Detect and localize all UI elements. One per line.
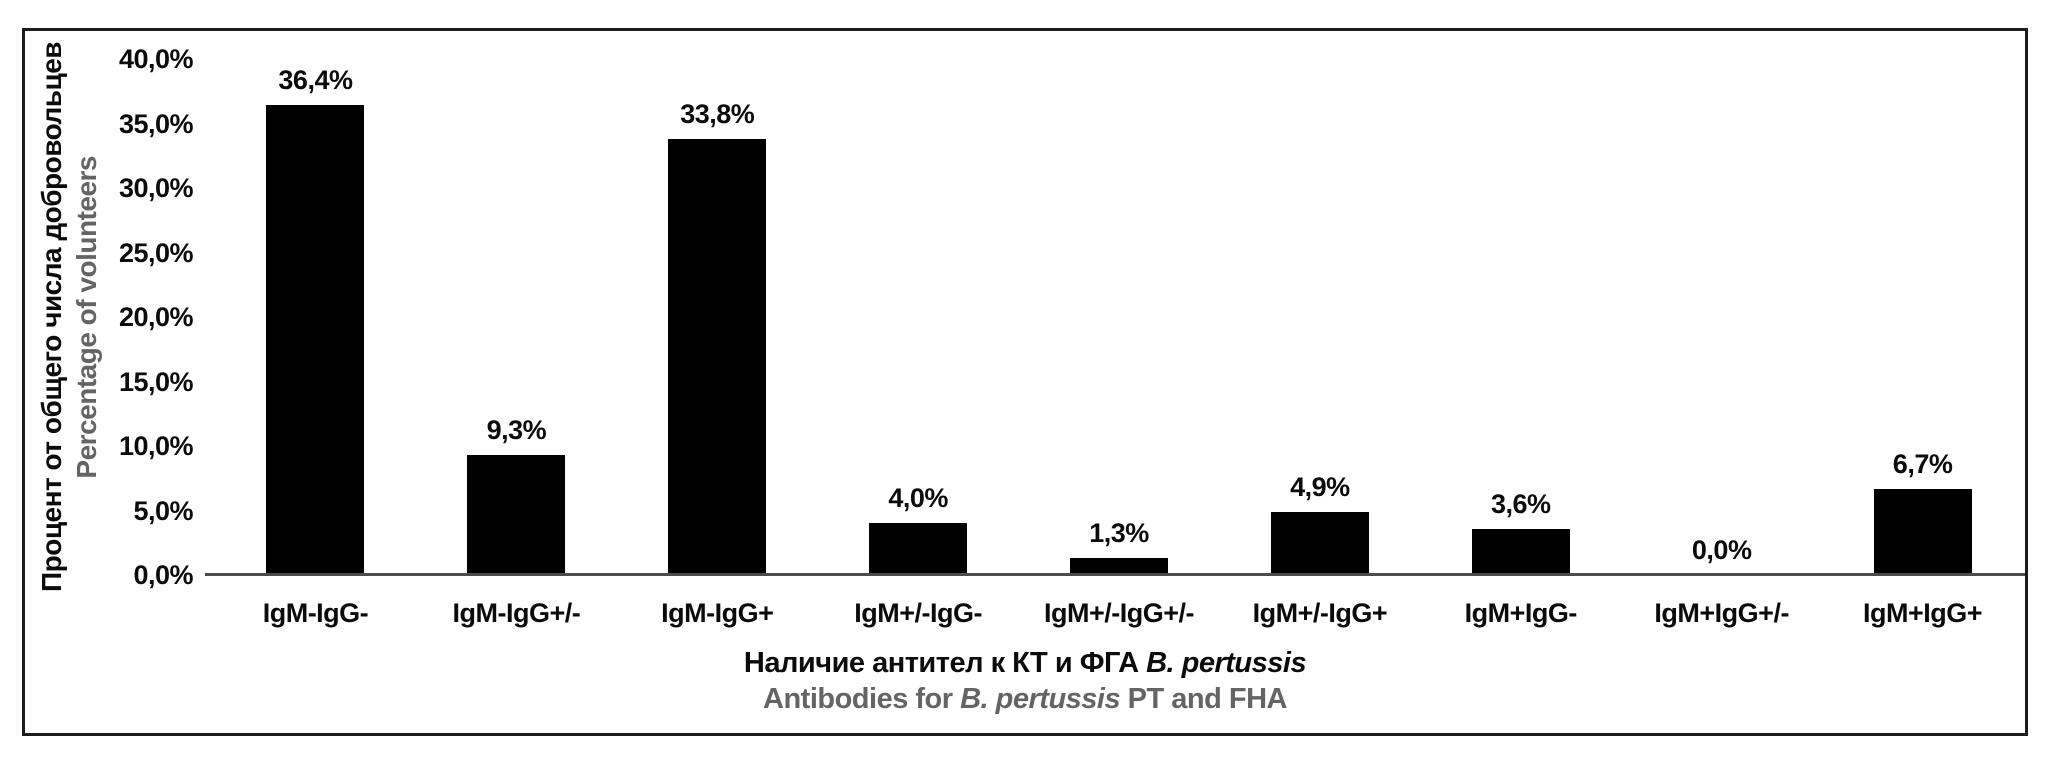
x-category-label: IgM+/-IgG+ xyxy=(1252,598,1388,628)
plot-area: 36,4% 9,3% 33,8% 4,0% 1,3% 4,9% 3,6% 0,0% 6,7% xyxy=(215,59,2023,575)
bar-value-label: 1,3% xyxy=(1089,518,1149,548)
bar-slot: 36,4% xyxy=(215,59,416,575)
y-tick-label: 40,0% xyxy=(118,44,194,74)
x-axis-title-ru: Наличие антител к КТ и ФГА B. pertussis xyxy=(25,645,2025,681)
x-category-label: IgM-IgG+ xyxy=(661,598,774,628)
bar xyxy=(467,455,566,575)
x-category-label: IgM+IgG+ xyxy=(1863,598,1983,628)
y-tick-label: 30,0% xyxy=(118,173,194,203)
bar xyxy=(1270,512,1369,575)
y-tick-label: 15,0% xyxy=(118,366,194,397)
chart-frame: Процент от общего числа добровольцев Per… xyxy=(22,28,2028,736)
bar xyxy=(1873,489,1972,575)
bar-value-label: 4,9% xyxy=(1290,472,1350,502)
bar-slot: 9,3% xyxy=(416,59,617,575)
x-category-label: IgM+/-IgG+/- xyxy=(1044,598,1195,628)
x-axis-title-en-text: Antibodies for xyxy=(763,683,961,715)
x-axis-title: Наличие антител к КТ и ФГА B. pertussis … xyxy=(25,645,2025,717)
bar-value-label: 9,3% xyxy=(486,415,547,445)
x-axis-title-en: Antibodies for B. pertussis PT and FHA xyxy=(25,681,2025,717)
bar-value-label: 36,4% xyxy=(278,65,353,95)
y-tick-label: 10,0% xyxy=(118,431,194,461)
bar-slot: 6,7% xyxy=(1822,59,2023,575)
x-axis-title-ru-text: Наличие антител к КТ и ФГА xyxy=(743,647,1147,679)
x-axis-title-en-italic: B. pertussis xyxy=(960,683,1121,715)
y-tick-label: 25,0% xyxy=(118,237,194,268)
x-category-label: IgM+IgG+/- xyxy=(1654,598,1789,628)
bar xyxy=(668,139,767,575)
bar-slot: 4,9% xyxy=(1219,59,1420,575)
x-category-label: IgM+/-IgG- xyxy=(854,598,982,628)
bar xyxy=(869,523,968,575)
bar-value-label: 33,8% xyxy=(680,99,755,129)
y-tick-label: 20,0% xyxy=(118,302,194,332)
y-tick-label: 5,0% xyxy=(133,495,193,526)
x-category-label: IgM-IgG- xyxy=(262,598,369,628)
x-category-label: IgM-IgG+/- xyxy=(452,598,581,628)
bar-value-label: 0,0% xyxy=(1691,535,1752,565)
bar xyxy=(266,105,365,575)
x-axis-title-ru-italic: B. pertussis xyxy=(1146,647,1307,679)
bar xyxy=(1070,558,1168,575)
bar-slot: 1,3% xyxy=(1019,59,1220,575)
bar-slot: 0,0% xyxy=(1621,59,1822,575)
bar-value-label: 3,6% xyxy=(1491,489,1551,519)
bar-slot: 33,8% xyxy=(617,59,818,575)
bar-slot: 4,0% xyxy=(818,59,1019,575)
bar xyxy=(1471,529,1570,575)
bar-value-label: 4,0% xyxy=(888,483,948,513)
bar-slot: 3,6% xyxy=(1420,59,1621,575)
y-tick-label: 0,0% xyxy=(133,560,193,590)
bar-value-label: 6,7% xyxy=(1892,449,1953,479)
x-axis-line xyxy=(205,573,2025,576)
x-axis-title-en-suffix: PT and FHA xyxy=(1120,683,1288,715)
y-tick-label: 35,0% xyxy=(118,108,194,139)
x-axis-labels: IgM-IgG- IgM-IgG+/- IgM-IgG+ IgM+/-IgG- IgM+… xyxy=(215,597,2023,629)
x-category-label: IgM+IgG- xyxy=(1464,598,1578,628)
